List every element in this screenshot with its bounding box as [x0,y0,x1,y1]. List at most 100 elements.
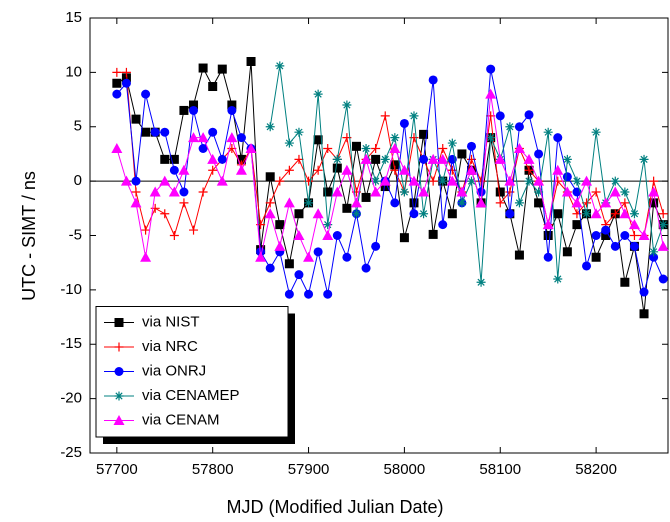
point [371,176,381,186]
point [208,127,218,137]
point [371,241,381,251]
point [514,122,524,132]
point [505,187,515,197]
point [293,230,305,240]
point [131,187,141,197]
point [121,78,131,88]
point [235,164,247,175]
point [169,165,179,175]
point [198,63,208,73]
point [264,208,276,219]
point [284,259,294,269]
point [649,247,659,257]
point [533,175,545,186]
point [639,287,649,297]
point [141,225,151,235]
point [601,231,611,240]
point [658,220,668,230]
point [534,198,544,208]
y-tick-label: -25 [60,444,82,461]
point [658,209,668,219]
point [553,209,563,219]
point [524,165,534,175]
y-tick-label: -20 [60,390,82,407]
point [379,175,391,186]
point [341,164,353,175]
point [495,198,505,208]
point [495,111,505,121]
point [494,153,506,164]
legend-marker [113,415,125,425]
point [457,198,467,208]
point [542,219,554,230]
point [620,277,630,287]
point [197,132,209,143]
series-line [116,61,664,314]
point [629,241,639,251]
point [331,186,343,197]
point [112,89,122,99]
point [591,231,601,240]
point [486,64,496,74]
point [399,118,409,128]
point [495,187,505,197]
point [217,64,227,74]
point [294,154,304,164]
point [217,154,227,164]
point [437,153,449,164]
point [380,182,390,192]
point [590,208,602,219]
x-tick-label: 58200 [575,461,617,478]
x-tick-label: 57700 [96,461,138,478]
point [475,197,487,208]
point [620,198,630,208]
point [485,88,497,99]
point [351,209,361,219]
point [390,198,400,208]
point [294,127,304,137]
point [245,143,257,153]
point [562,172,572,182]
point [361,263,371,273]
point [658,274,668,284]
point [543,127,553,137]
point [323,289,333,299]
x-tick-label: 58000 [384,461,426,478]
point [610,209,620,219]
point [160,154,170,164]
point [571,197,583,208]
point [639,309,649,319]
point [457,149,467,159]
point [150,203,160,213]
point [226,132,238,143]
point [322,230,334,240]
point [514,198,524,208]
point [169,231,179,240]
series-line [116,71,664,237]
point [639,154,649,164]
point [380,154,390,164]
point [620,187,630,197]
point [371,144,381,153]
point [562,247,572,257]
point [294,209,304,219]
y-tick-label: 5 [74,118,82,135]
point [120,175,132,186]
point [389,143,401,153]
series-line [269,65,664,283]
point [629,231,639,240]
point [178,164,190,175]
point [447,165,457,175]
y-tick-label: -5 [69,226,82,243]
y-tick-label: 15 [65,9,82,26]
y-tick-label: -15 [60,335,82,352]
point [390,160,400,170]
point [179,105,189,115]
point [523,153,535,164]
point [409,198,419,208]
point [399,233,409,243]
point [275,61,285,71]
point [620,231,630,240]
legend-label: via NIST [142,313,200,330]
point [160,127,170,137]
